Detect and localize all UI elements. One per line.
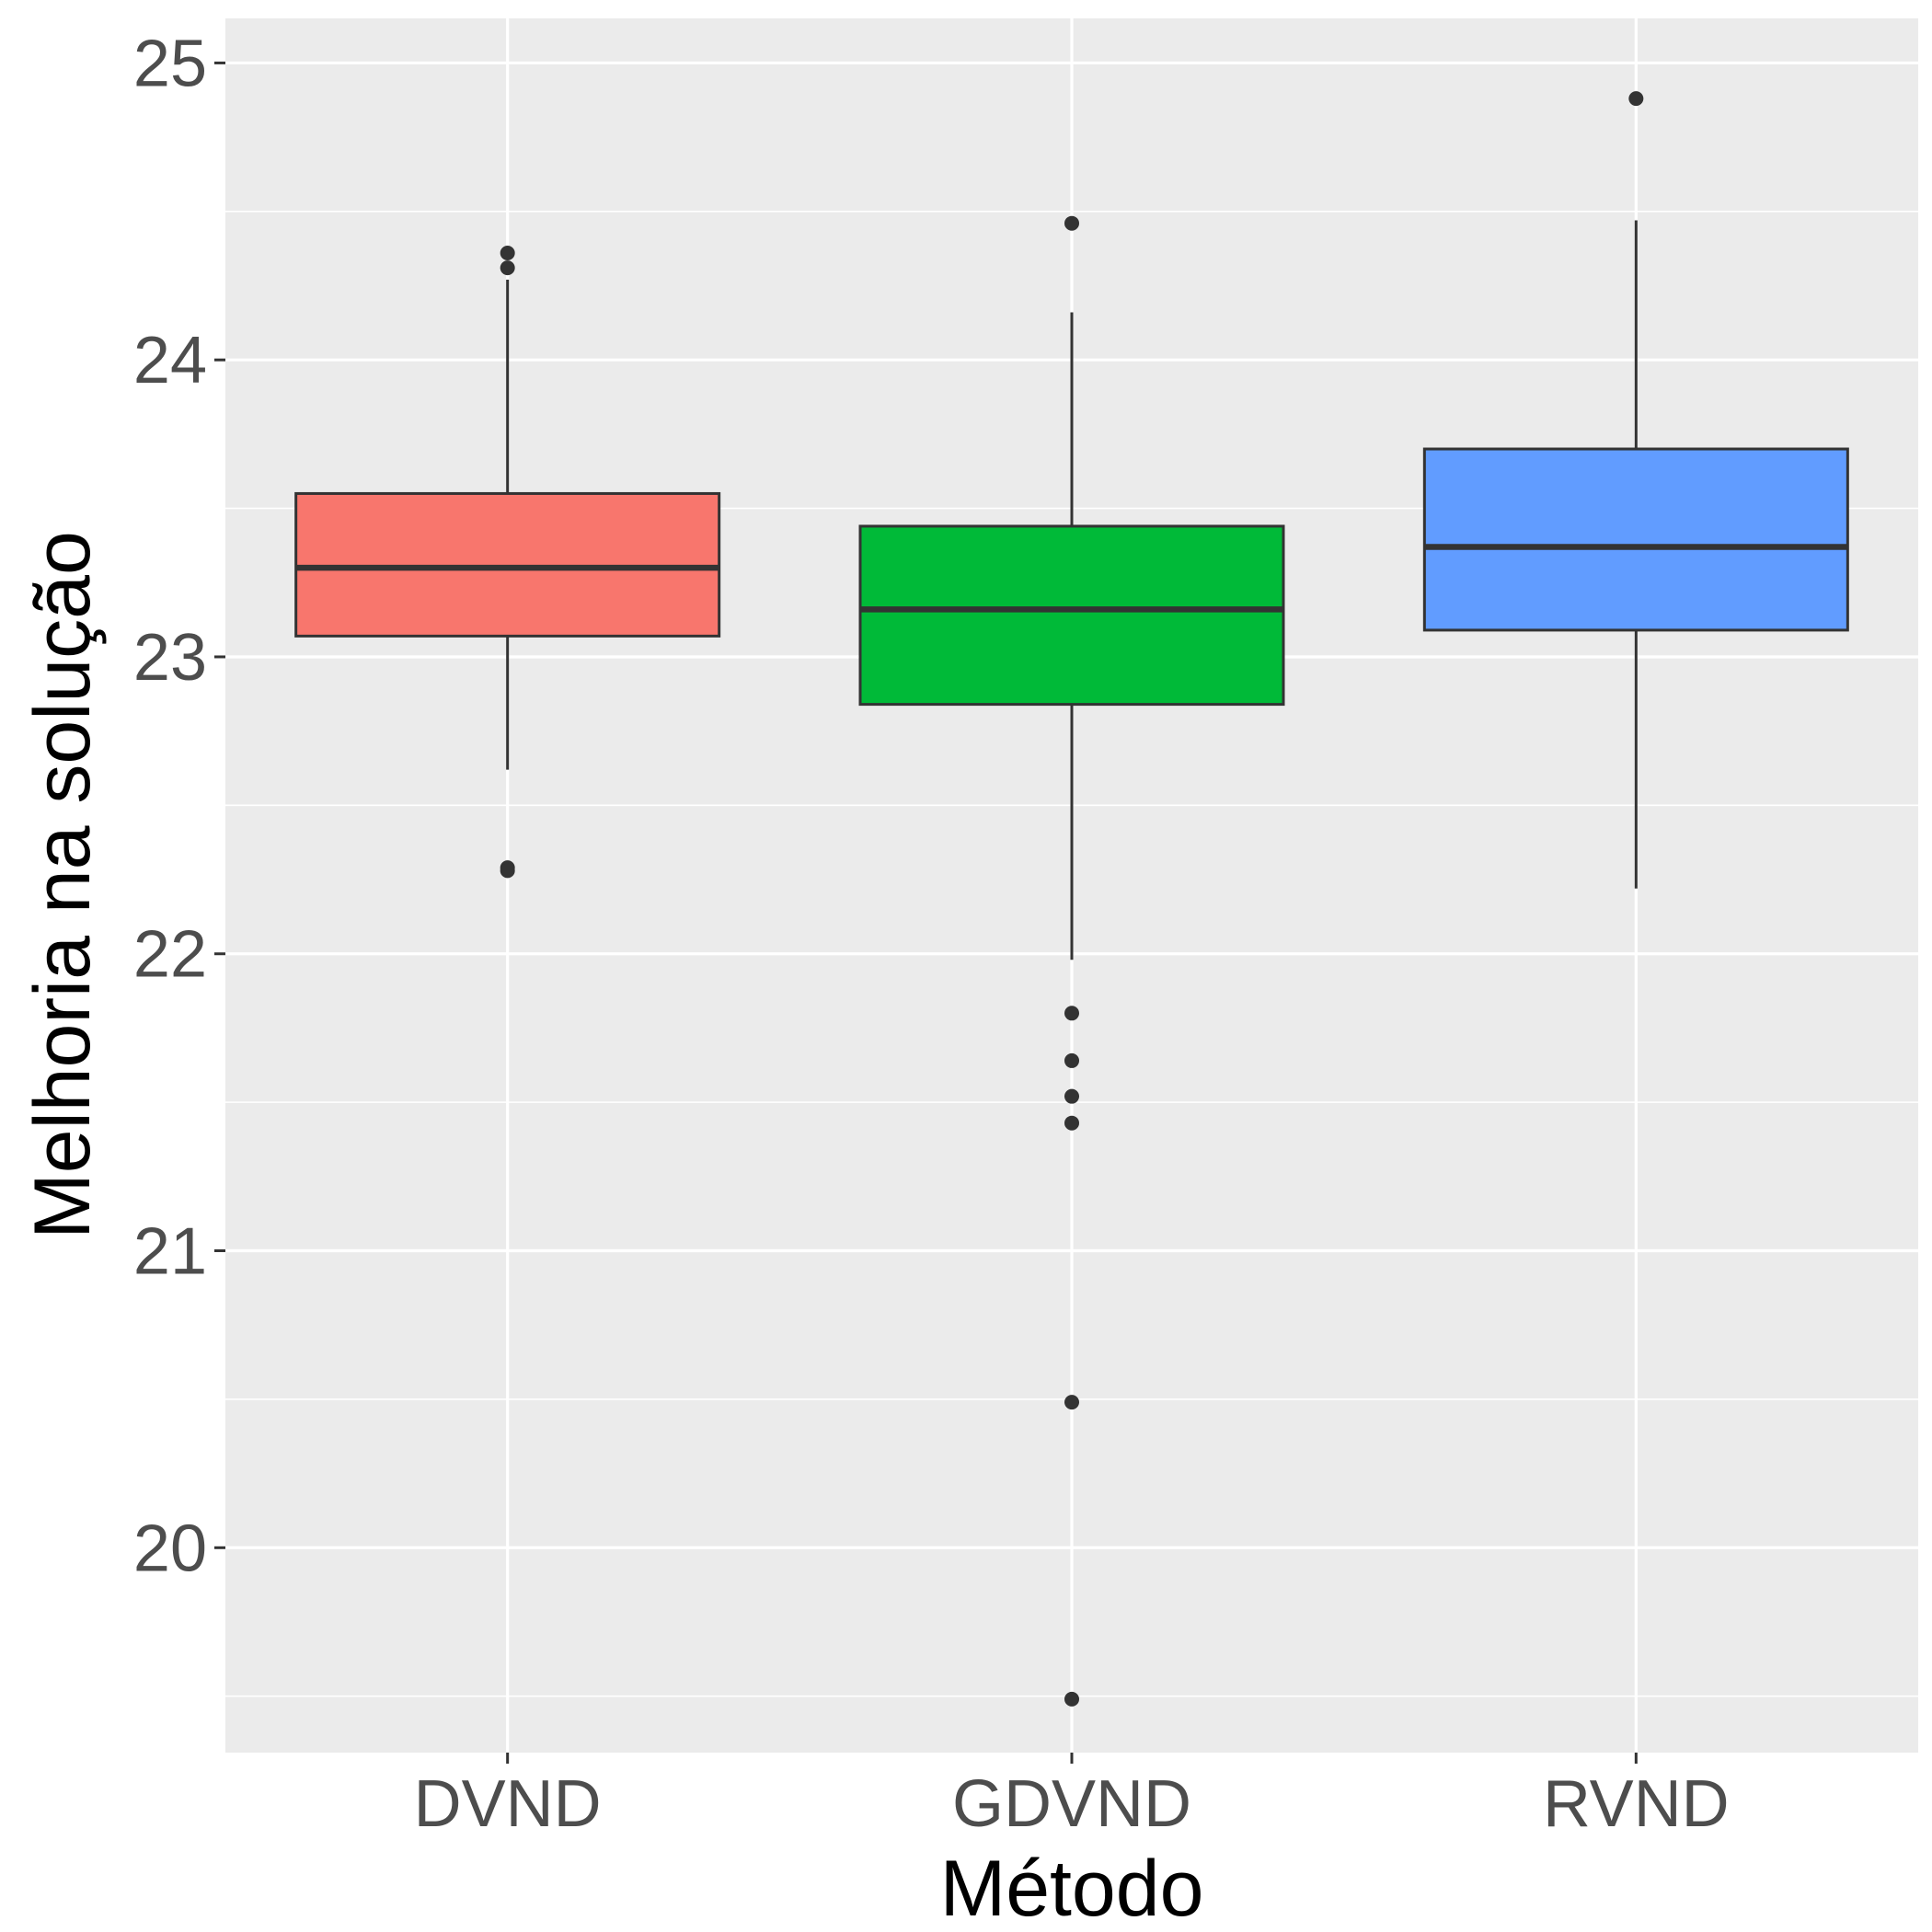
box-gdvnd [858, 215, 1285, 1707]
y-tick-label: 23 [133, 621, 207, 695]
y-tick-label: 21 [133, 1215, 207, 1289]
outlier-point [1064, 1088, 1079, 1104]
outlier-point [1064, 1115, 1079, 1131]
box-rvnd [1422, 91, 1849, 889]
outlier-point [500, 245, 515, 260]
y-tick-label: 22 [133, 918, 207, 992]
outlier-point [500, 863, 515, 879]
box-iqr [858, 524, 1285, 707]
x-tick-label: RVND [1543, 1767, 1730, 1841]
outlier-point [1064, 1006, 1079, 1021]
y-tick-label: 24 [133, 324, 207, 397]
x-tick-label: DVND [414, 1767, 602, 1841]
box-iqr [1422, 447, 1849, 632]
box-series [294, 91, 1849, 1707]
outlier-point [1064, 1052, 1079, 1068]
y-tick-label: 20 [133, 1512, 207, 1585]
y-axis-title: Melhoria na solução [18, 531, 107, 1239]
outlier-point [500, 260, 515, 276]
outlier-point [1064, 1691, 1079, 1707]
x-axis-title: Método [940, 1845, 1204, 1932]
x-tick-label: GDVND [952, 1767, 1191, 1841]
y-axis: 20 21 22 23 24 25 [133, 27, 225, 1585]
x-axis: DVND GDVND RVND [414, 1753, 1730, 1841]
outlier-point [1064, 1395, 1079, 1410]
outlier-point [1628, 91, 1644, 107]
outlier-point [1064, 215, 1079, 231]
box-dvnd [294, 245, 721, 879]
y-tick-label: 25 [133, 27, 207, 100]
